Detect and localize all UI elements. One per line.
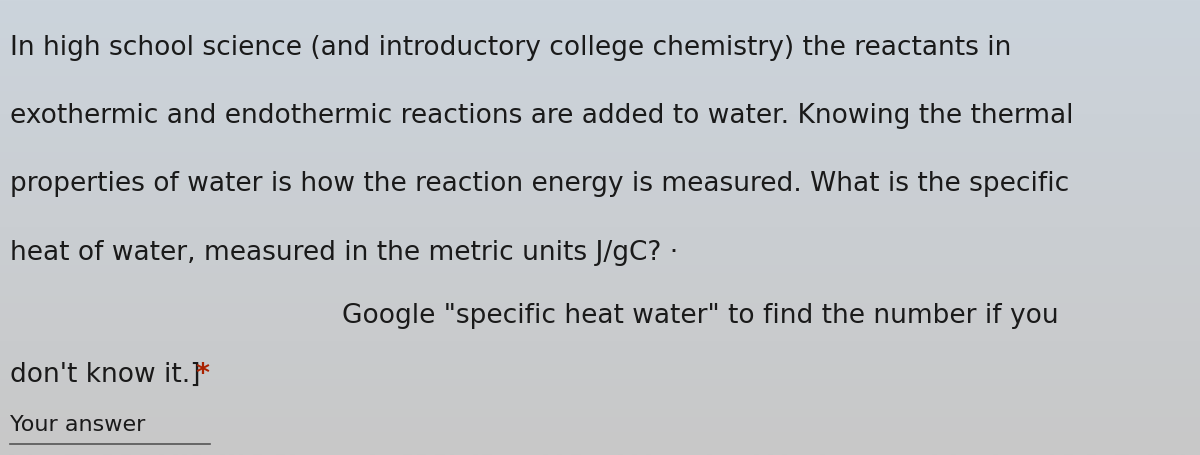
Text: don't know it.]: don't know it.] [10, 362, 200, 389]
Text: Your answer: Your answer [10, 415, 145, 435]
Text: *: * [187, 362, 210, 389]
Text: properties of water is how the reaction energy is measured. What is the specific: properties of water is how the reaction … [10, 171, 1069, 197]
Text: Google "specific heat water" to find the number if you: Google "specific heat water" to find the… [342, 303, 1058, 329]
Text: heat of water, measured in the metric units J/gC? ·: heat of water, measured in the metric un… [10, 239, 678, 266]
Text: In high school science (and introductory college chemistry) the reactants in: In high school science (and introductory… [10, 35, 1010, 61]
Text: exothermic and endothermic reactions are added to water. Knowing the thermal: exothermic and endothermic reactions are… [10, 103, 1073, 129]
